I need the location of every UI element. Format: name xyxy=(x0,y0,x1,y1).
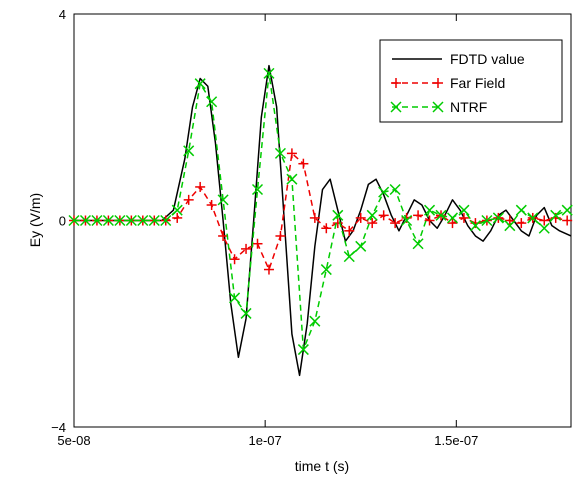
data-point-far-field xyxy=(229,254,240,265)
data-point-ntrf xyxy=(114,214,126,227)
data-point-far-field xyxy=(298,158,309,169)
data-point-ntrf xyxy=(91,214,103,227)
series-ntrf xyxy=(68,67,573,356)
legend-label-fdtd: FDTD value xyxy=(450,51,525,67)
legend-items xyxy=(390,58,444,113)
data-point-ntrf xyxy=(240,307,252,319)
data-point-ntrf xyxy=(355,240,367,252)
y-tick-label: 4 xyxy=(59,7,66,22)
data-point-ntrf xyxy=(137,214,149,227)
data-point-far-field xyxy=(321,223,332,234)
data-point-ntrf xyxy=(286,173,298,185)
data-point-far-field xyxy=(195,181,206,192)
data-point-far-field xyxy=(309,212,320,223)
data-point-far-field xyxy=(355,212,366,223)
data-point-ntrf xyxy=(435,209,447,221)
data-point-far-field xyxy=(241,243,252,254)
data-point-ntrf xyxy=(183,145,195,157)
y-tick-label: −4 xyxy=(51,420,66,435)
axis-tick-labels: 5e-08 1e-07 1.5e-07 −4 0 4 xyxy=(51,7,478,448)
data-point-ntrf xyxy=(229,292,241,304)
data-point-far-field xyxy=(424,215,435,226)
data-point-ntrf xyxy=(79,214,91,227)
data-point-ntrf xyxy=(515,204,527,216)
data-point-far-field xyxy=(286,148,297,159)
legend-marker-ntrf xyxy=(432,101,444,113)
y-tick-label: 0 xyxy=(59,214,66,229)
x-tick-label: 1.5e-07 xyxy=(434,433,478,448)
series-far-field xyxy=(69,148,573,275)
data-point-ntrf xyxy=(251,183,264,196)
data-point-ntrf xyxy=(274,147,286,159)
legend-label-ntrf: NTRF xyxy=(450,99,487,115)
data-point-far-field xyxy=(183,194,194,205)
data-point-ntrf xyxy=(194,78,206,90)
legend-box xyxy=(379,39,563,123)
data-point-ntrf xyxy=(206,96,218,108)
data-point-ntrf xyxy=(378,186,390,198)
legend-marker-ntrf xyxy=(390,101,402,113)
data-point-ntrf xyxy=(148,214,160,227)
series-line-far-field xyxy=(74,152,568,271)
data-point-far-field xyxy=(516,218,527,229)
data-point-far-field xyxy=(252,238,263,249)
data-point-far-field xyxy=(378,210,389,221)
y-axis-label: Ey (V/m) xyxy=(27,193,43,247)
data-point-ntrf xyxy=(171,204,183,216)
data-point-ntrf xyxy=(412,238,424,250)
data-point-far-field xyxy=(275,230,286,241)
data-point-far-field xyxy=(562,215,573,226)
data-point-ntrf xyxy=(446,212,459,224)
data-point-ntrf xyxy=(504,220,516,232)
data-point-far-field xyxy=(413,210,424,221)
data-point-ntrf xyxy=(527,212,539,224)
series-line-fdtd-value xyxy=(74,64,572,377)
data-point-far-field xyxy=(447,218,458,229)
data-point-ntrf xyxy=(550,209,562,221)
data-point-ntrf xyxy=(160,214,172,227)
data-point-far-field xyxy=(172,212,183,223)
data-point-ntrf xyxy=(102,214,114,227)
data-point-ntrf xyxy=(217,194,229,206)
data-point-ntrf xyxy=(492,212,504,224)
data-point-ntrf xyxy=(297,344,309,356)
legend-label-far-field: Far Field xyxy=(450,75,505,91)
data-point-ntrf xyxy=(469,220,481,232)
data-point-ntrf xyxy=(481,214,493,227)
data-point-ntrf xyxy=(366,209,378,221)
x-tick-label: 5e-08 xyxy=(57,433,90,448)
data-point-far-field xyxy=(332,218,343,229)
data-point-far-field xyxy=(390,218,401,229)
series-fdtd-value xyxy=(74,64,572,377)
x-axis-label: time t (s) xyxy=(295,458,349,474)
data-point-ntrf xyxy=(401,214,413,227)
legend-marker-far-field xyxy=(391,78,401,88)
data-point-ntrf xyxy=(389,183,401,196)
data-point-ntrf xyxy=(320,264,332,276)
data-point-far-field xyxy=(344,225,355,236)
data-point-far-field xyxy=(263,264,274,275)
data-point-far-field xyxy=(206,200,217,211)
data-point-far-field xyxy=(539,215,550,226)
data-point-ntrf xyxy=(538,222,550,234)
data-point-ntrf xyxy=(263,67,275,79)
data-point-ntrf xyxy=(68,214,80,227)
data-point-ntrf xyxy=(561,204,573,216)
data-point-ntrf xyxy=(424,204,436,216)
data-point-far-field xyxy=(504,215,515,226)
series-layer xyxy=(68,64,573,377)
data-point-ntrf xyxy=(125,214,137,227)
legend-marker-far-field xyxy=(433,78,443,88)
data-point-far-field xyxy=(218,230,229,241)
data-point-ntrf xyxy=(332,209,344,221)
x-tick-label: 1e-07 xyxy=(249,433,282,448)
legend: FDTD value Far Field NTRF xyxy=(379,39,563,123)
data-point-ntrf xyxy=(309,315,321,327)
data-point-ntrf xyxy=(458,204,470,216)
data-point-far-field xyxy=(458,212,469,223)
data-point-far-field xyxy=(367,218,378,229)
data-point-ntrf xyxy=(343,251,355,263)
